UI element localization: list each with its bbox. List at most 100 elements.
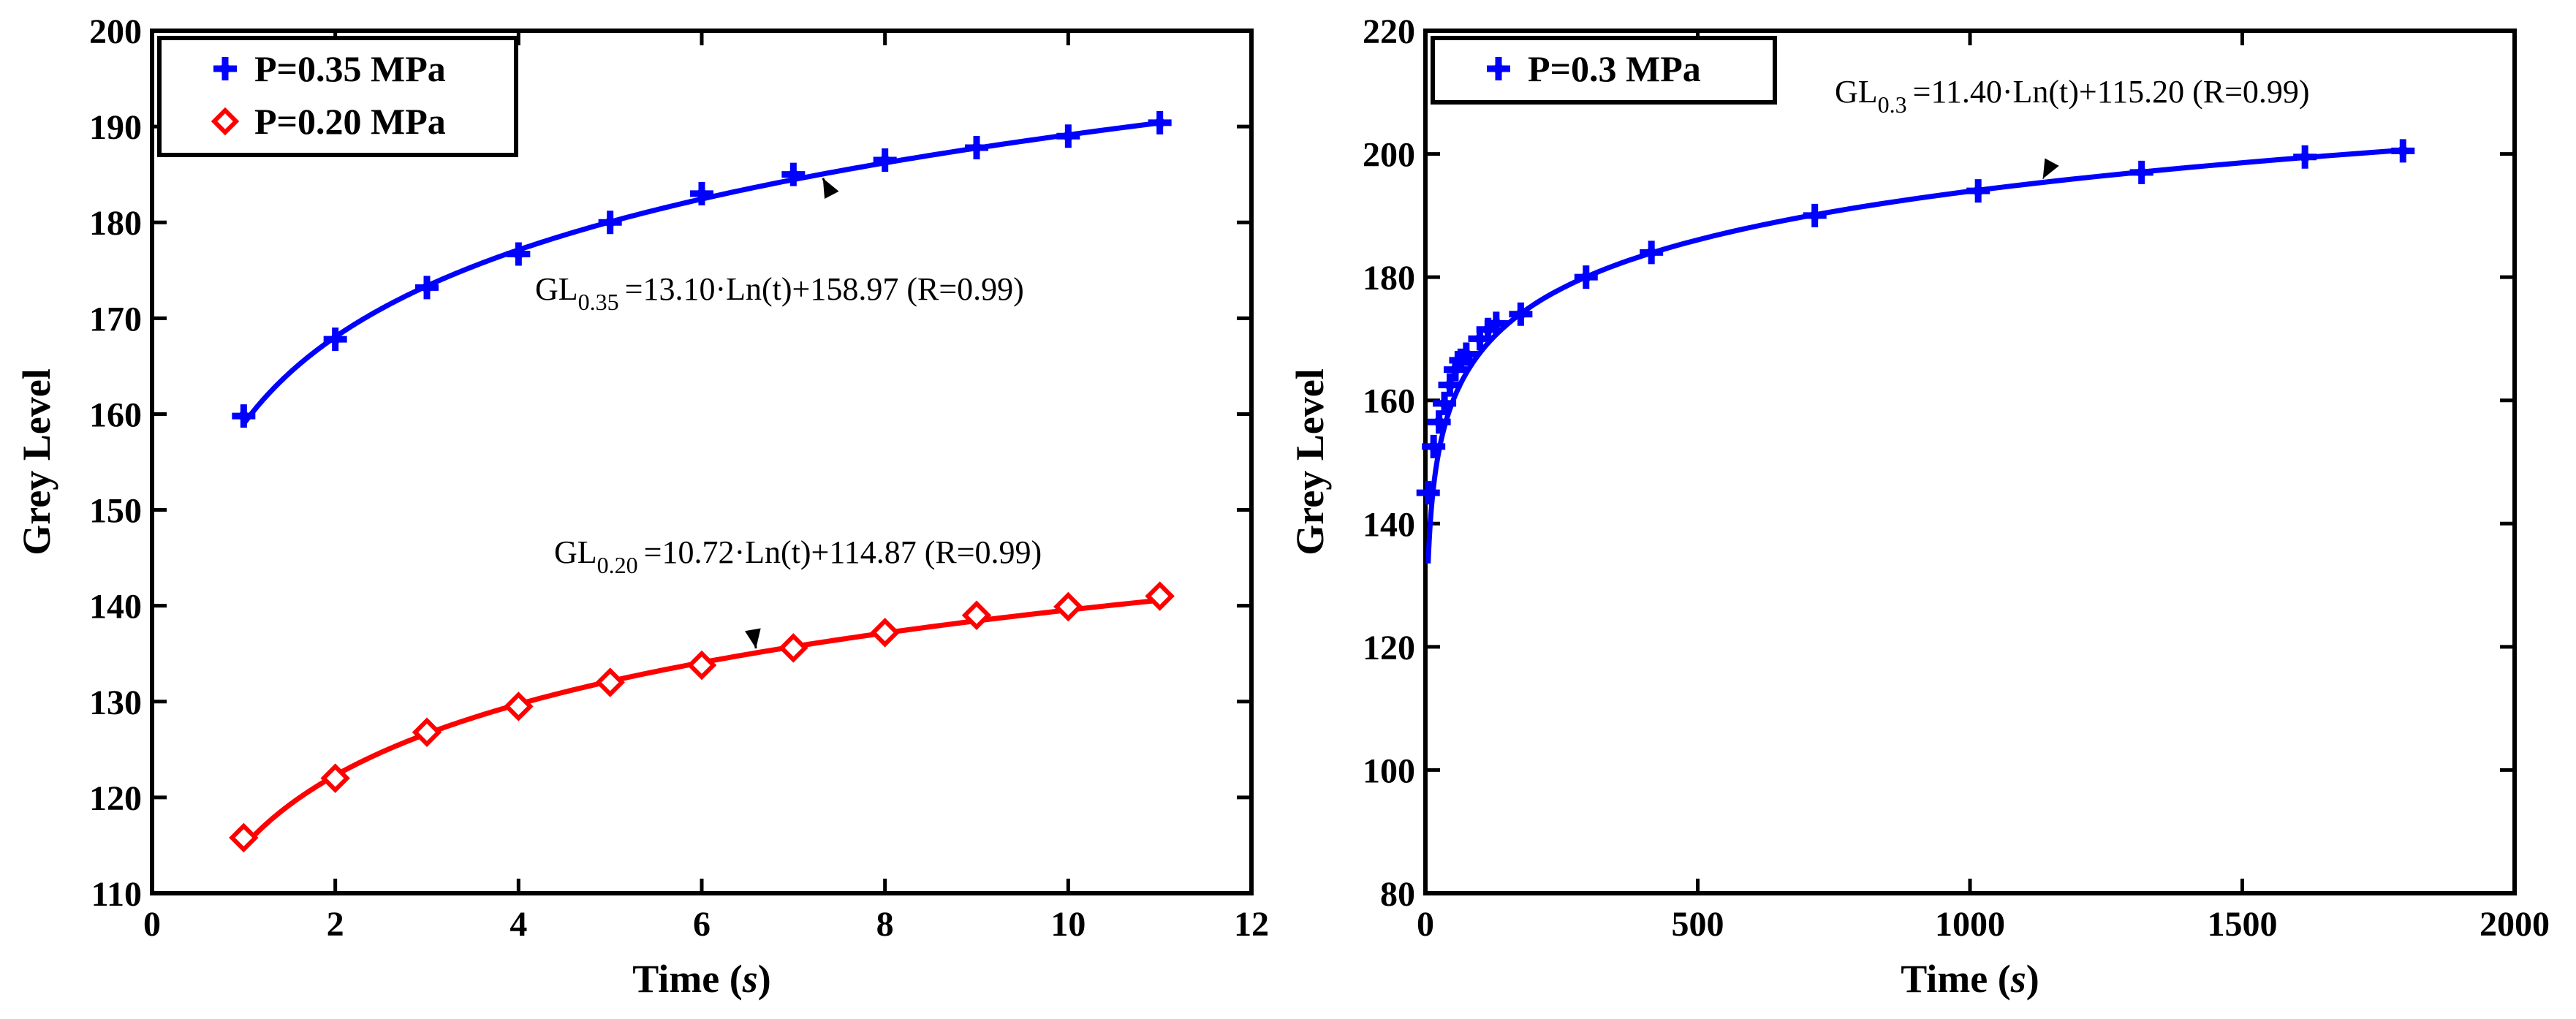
y-tick-label: 110 [91,875,142,914]
legend-marker-core [220,64,230,74]
fit-line-2 [241,597,1161,849]
data-point [598,211,622,235]
legend-marker-core [1493,64,1504,74]
data-point [2391,139,2415,163]
data-point-core [1474,333,1485,344]
data-point [686,650,717,681]
plot-frame [1423,29,2517,895]
data-point-core [697,188,707,199]
data-point [1053,591,1083,622]
chart-panel-1: 0 2 4 6 8 10 12 110 120 130 140 150 160 170 180 190 200 T… [15,12,1269,1001]
y-tick-label: 140 [1363,505,1415,544]
data-point-core [1646,247,1657,258]
data-point-core [1444,379,1455,390]
y-tick-label: 200 [1363,136,1415,175]
x-tick-label: 6 [693,905,711,944]
data-point-core [1154,117,1165,128]
data-point-core [1490,318,1501,329]
data-point [1803,203,1827,227]
data-point-core [1423,488,1433,499]
data-point-core [1809,210,1820,221]
x-axis-label: Time (s) [632,957,770,1001]
data-point [1484,311,1508,336]
data-point-core [238,411,249,422]
data-point-core [1482,324,1493,335]
x-tick-label: 10 [1050,905,1086,944]
data-point-core [1439,398,1450,409]
data-point-core [2398,145,2409,156]
data-point [965,135,988,159]
y-tick-label: 150 [89,492,142,531]
data-point-core [1973,186,1984,197]
x-tick-label: 2000 [2480,905,2550,944]
x-tick-label: 4 [509,905,527,944]
data-point-core [1461,349,1471,360]
data-point [873,148,897,172]
y-tick-label: 160 [1363,382,1415,421]
y-tick-label: 130 [89,683,142,722]
y-axis-label: Grey Level [15,368,58,555]
fit-equation: GL0.3 =11.40·Ln(t)+115.20 (R=0.99) [1835,74,2310,118]
data-point-core [2136,167,2147,178]
x-tick-label: 8 [876,905,894,944]
y-tick-label: 180 [89,204,142,243]
data-point [320,763,350,793]
data-point-core [1063,131,1074,142]
x-tick-label: 0 [1417,905,1434,944]
y-axis-label: Grey Level [1288,368,1332,555]
chart-panel-2: 0 500 1000 1500 2000 80 100 120 140 160 180 200 220 T… [1288,12,2550,1001]
x-tick-label: 500 [1672,905,1724,944]
data-point-core [1428,441,1439,452]
y-tick-label: 120 [89,779,142,818]
fit-line-1 [1425,147,2403,564]
y-tick-label: 170 [89,300,142,338]
annotation-arrow-head [822,178,839,199]
y-tick-label: 80 [1380,875,1415,914]
y-tick-label: 180 [1363,259,1415,298]
x-tick-label: 1000 [1935,905,2005,944]
y-tick-label: 160 [89,395,142,434]
y-tick-label: 190 [89,108,142,147]
data-point-core [1433,417,1444,428]
fit-equation: GL0.35 =13.10·Ln(t)+158.97 (R=0.99) [535,271,1024,315]
data-point [1148,110,1172,135]
data-point [323,327,347,352]
data-point-core [879,155,890,165]
legend-label: P=0.20 MPa [254,101,446,142]
annotation-arrow-head [744,628,761,649]
data-point [1454,342,1478,366]
plot-frame [150,29,1254,895]
y-tick-label: 100 [1363,751,1415,790]
data-point [412,717,442,747]
fit-equation: GL0.20 =10.72·Ln(t)+114.87 (R=0.99) [554,534,1042,578]
data-point-core [1580,272,1591,283]
data-point [1966,179,1990,203]
data-point-core [971,142,982,153]
data-point [507,242,531,266]
data-point [1574,265,1598,289]
data-point-core [330,334,341,345]
data-point-core [1515,308,1526,319]
data-point [870,618,900,648]
data-point [781,162,806,186]
data-point [961,600,992,631]
data-point-core [2300,151,2311,162]
data-point [229,822,259,853]
y-tick-label: 140 [89,588,142,626]
data-point [779,633,808,663]
data-point [415,276,439,300]
data-point [690,181,713,205]
data-point [1509,302,1533,326]
data-point [1438,373,1462,397]
fit-line-1 [241,120,1161,426]
data-point [504,692,534,721]
annotation-arrow-head [2042,158,2059,179]
legend-label: P=0.3 MPa [1528,48,1701,89]
data-point-core [605,217,615,228]
y-tick-label: 120 [1363,629,1415,667]
data-point [1145,581,1175,611]
y-tick-label: 200 [89,12,142,51]
data-point [1416,481,1440,505]
legend-label: P=0.35 MPa [254,48,446,89]
